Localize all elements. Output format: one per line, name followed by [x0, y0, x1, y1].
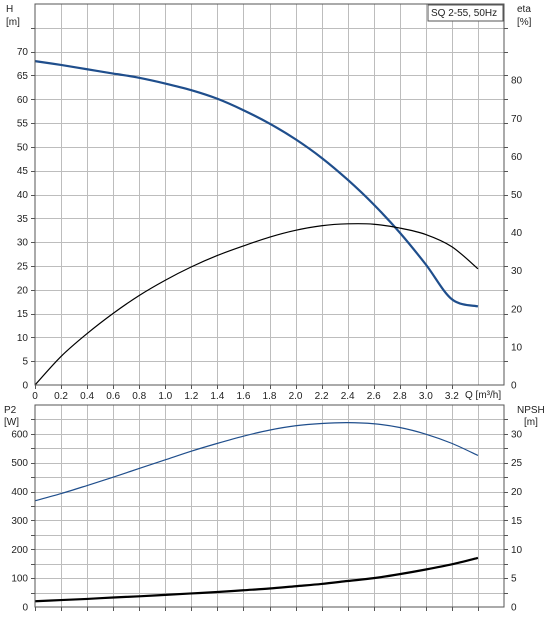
- top-right-tick-label: 50: [511, 190, 523, 201]
- top-left-tick-label: 35: [17, 214, 29, 225]
- x-tick-label: 1.4: [210, 391, 224, 402]
- top-left-tick-label: 55: [17, 119, 29, 130]
- top-right-tick-label: 60: [511, 152, 523, 163]
- top-left-tick-label: 60: [17, 95, 29, 106]
- top-right-tick-label: 30: [511, 266, 523, 277]
- top-chart-series: [34, 60, 479, 386]
- bottom-chart-tick-labels: 0 100 200 300 400 500 600 0 5 10 15 20 25 30: [11, 429, 522, 613]
- x-axis-label: Q [m³/h]: [465, 390, 501, 401]
- bottom-right-tick-label: 0: [511, 603, 517, 614]
- top-right-tick-label: 10: [511, 342, 523, 353]
- x-tick-label: 2.0: [289, 391, 303, 402]
- top-left-tick-label: 15: [17, 309, 29, 320]
- x-tick-label: 3.2: [445, 391, 459, 402]
- x-tick-label: 2.4: [341, 391, 355, 402]
- bottom-series-1-line: [34, 422, 479, 502]
- top-left-tick-label: 30: [17, 238, 29, 249]
- top-left-axis-unit: [m]: [6, 17, 20, 28]
- top-series-1-line: [34, 60, 479, 308]
- x-tick-label: 2.2: [315, 391, 329, 402]
- bottom-left-tick-label: 600: [11, 429, 28, 440]
- x-tick-label: 0.2: [54, 391, 68, 402]
- x-tick-label: 1.0: [158, 391, 172, 402]
- top-series-2-line: [34, 223, 479, 386]
- top-left-tick-label: 70: [17, 47, 29, 58]
- bottom-right-tick-label: 30: [511, 429, 523, 440]
- top-left-tick-label: 65: [17, 71, 29, 82]
- top-right-axis-label: eta: [517, 4, 531, 15]
- bottom-left-tick-label: 300: [11, 516, 28, 527]
- top-right-tick-label: 0: [511, 381, 517, 392]
- bottom-right-axis-label: NPSH: [517, 405, 545, 416]
- top-chart-tick-labels: 0 5 10 15 20 25 30 35 40 45 50 55 60 65 70 0 10 20 30 40 50 6…: [17, 47, 523, 402]
- chart-title: SQ 2-55, 50Hz: [431, 8, 497, 19]
- bottom-chart-frame: [34, 404, 505, 608]
- bottom-right-tick-label: 10: [511, 545, 523, 556]
- top-right-tick-label: 70: [511, 114, 523, 125]
- top-left-tick-label: 50: [17, 142, 29, 153]
- bottom-left-tick-label: 400: [11, 487, 28, 498]
- bottom-left-tick-label: 500: [11, 458, 28, 469]
- top-right-tick-label: 40: [511, 228, 523, 239]
- x-tick-label: 0.8: [132, 391, 146, 402]
- bottom-left-tick-label: 0: [22, 603, 28, 614]
- bottom-left-tick-label: 100: [11, 574, 28, 585]
- top-left-tick-label: 45: [17, 166, 29, 177]
- top-left-tick-label: 5: [22, 357, 28, 368]
- top-left-tick-label: 20: [17, 285, 29, 296]
- top-right-tick-label: 20: [511, 304, 523, 315]
- bottom-right-tick-label: 20: [511, 487, 523, 498]
- x-tick-label: 0.4: [80, 391, 94, 402]
- bottom-chart-series: [34, 422, 479, 603]
- bottom-series-2-line: [34, 556, 479, 603]
- top-chart-grid: [31, 4, 508, 389]
- x-tick-label: 3.0: [419, 391, 433, 402]
- bottom-left-axis-unit: [W]: [4, 417, 19, 428]
- x-tick-label: 0: [32, 391, 38, 402]
- bottom-right-tick-label: 5: [511, 574, 517, 585]
- bottom-left-axis-label: P2: [4, 405, 17, 416]
- chart-title-box: [427, 4, 504, 22]
- top-right-axis-unit: [%]: [517, 17, 532, 28]
- x-tick-label: 2.6: [367, 391, 381, 402]
- x-tick-label: 1.8: [263, 391, 277, 402]
- top-chart-frame: [34, 3, 505, 386]
- x-tick-label: 2.8: [393, 391, 407, 402]
- top-left-tick-label: 25: [17, 261, 29, 272]
- top-right-tick-label: 80: [511, 76, 523, 87]
- bottom-right-axis-unit: [m]: [524, 417, 538, 428]
- bottom-chart-grid: [31, 405, 508, 611]
- x-tick-label: 0.6: [106, 391, 120, 402]
- bottom-right-tick-label: 25: [511, 458, 523, 469]
- bottom-right-tick-label: 15: [511, 516, 523, 527]
- x-tick-label: 1.6: [236, 391, 250, 402]
- top-left-tick-label: 40: [17, 190, 29, 201]
- top-left-tick-label: 0: [22, 381, 28, 392]
- x-tick-label: 1.2: [184, 391, 198, 402]
- top-left-axis-label: H: [6, 4, 13, 15]
- bottom-left-tick-label: 200: [11, 545, 28, 556]
- top-left-tick-label: 10: [17, 333, 29, 344]
